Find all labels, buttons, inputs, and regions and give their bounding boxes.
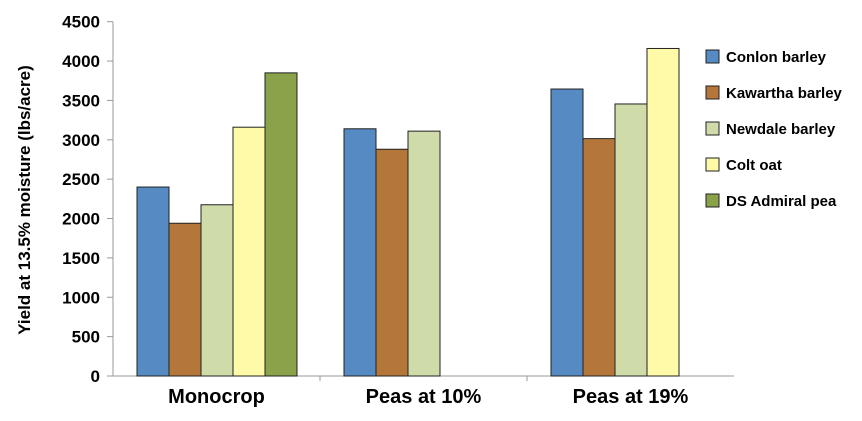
legend-label: Newdale barley [726, 121, 836, 138]
legend-label: Conlon barley [726, 49, 827, 66]
legend-swatch [705, 121, 720, 136]
y-tick-label: 500 [72, 328, 100, 347]
y-tick-label: 1000 [62, 288, 100, 307]
bar-kawartha-barley [582, 138, 616, 377]
y-tick-label: 3000 [62, 131, 100, 150]
legend-label: Kawartha barley [726, 85, 843, 102]
legend-swatch [705, 157, 720, 172]
bar-conlon-barley [136, 186, 170, 377]
bar-colt-oat [646, 47, 680, 377]
x-tick-label: Peas at 10% [366, 386, 482, 408]
y-tick-label: 0 [91, 367, 100, 386]
legend-swatch [705, 49, 720, 64]
legend-swatch [705, 85, 720, 100]
legend-label: Colt oat [726, 157, 782, 174]
bar-newdale-barley [614, 103, 648, 377]
y-tick-label: 4000 [62, 52, 100, 71]
x-tick-label: Peas at 19% [573, 386, 689, 408]
bar-kawartha-barley [168, 222, 202, 377]
bar-kawartha-barley [375, 148, 409, 377]
y-axis-label: Yield at 13.5% moisture (lbs/acre) [15, 65, 34, 335]
x-tick-label: Monocrop [168, 386, 265, 408]
bar-newdale-barley [200, 204, 234, 377]
y-tick-label: 2500 [62, 170, 100, 189]
bar-newdale-barley [407, 130, 441, 377]
bar-conlon-barley [343, 128, 377, 377]
y-tick-label: 4500 [62, 13, 100, 32]
bar-colt-oat [232, 126, 266, 377]
legend-label: DS Admiral pea [726, 193, 837, 210]
legend-swatch [705, 193, 720, 208]
bar-conlon-barley [550, 88, 584, 377]
bar-ds-admiral-pea [264, 72, 298, 377]
y-tick-label: 2000 [62, 210, 100, 229]
y-tick-label: 1500 [62, 249, 100, 268]
y-tick-label: 3500 [62, 91, 100, 110]
